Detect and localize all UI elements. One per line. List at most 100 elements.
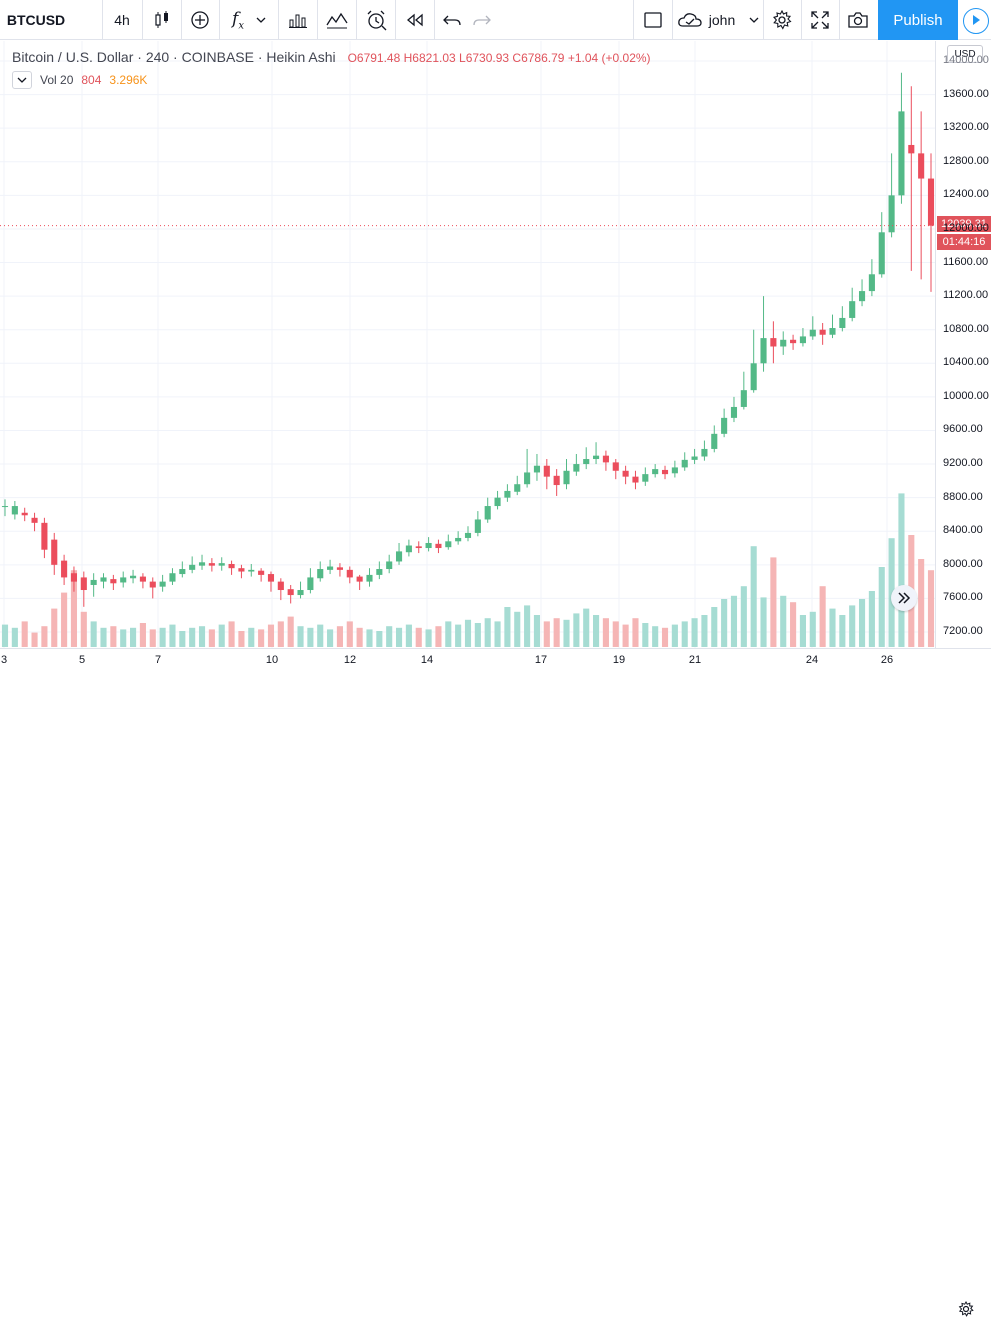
candle (514, 475, 521, 496)
last-price-tag: 12039.31 (937, 216, 991, 232)
candle (799, 328, 806, 347)
candle (317, 561, 324, 582)
volume-bar (120, 629, 127, 647)
layout-button[interactable] (636, 0, 670, 40)
volume-bar (405, 624, 412, 647)
price-axis[interactable]: USD 12039.31 01:44:16 14000.00 13600.00 13… (935, 41, 991, 648)
double-chevron-right-icon (898, 592, 911, 604)
fullscreen-button[interactable] (803, 0, 837, 40)
price-tick-label: 7200.00 (943, 625, 983, 637)
interval-button[interactable]: 4h (104, 0, 140, 40)
publish-button[interactable]: Publish (878, 0, 958, 40)
candles (0, 72, 935, 607)
time-tick-label: 21 (688, 654, 702, 666)
candle-body (258, 570, 265, 575)
candle (228, 560, 235, 575)
symbol-search-button[interactable]: BTCUSD (0, 0, 72, 40)
play-circle (963, 8, 989, 34)
candle-body (346, 569, 353, 578)
candle (632, 470, 639, 490)
financials-button[interactable] (281, 0, 315, 40)
time-tick-label: 5 (78, 654, 86, 666)
volume-bar (740, 586, 747, 647)
time-axis[interactable]: 3 5 7 10 12 14 17 19 21 24 26 (0, 648, 991, 1317)
price-tick-label: 13200.00 (943, 121, 989, 134)
candle-body (661, 469, 669, 475)
templates-button[interactable] (320, 0, 354, 40)
chart-pane[interactable] (0, 41, 935, 648)
candle-body (711, 433, 718, 449)
time-tick-label: 12 (343, 654, 357, 666)
scroll-to-realtime-button[interactable] (891, 585, 917, 611)
candle-body (130, 575, 137, 579)
chart-style-button[interactable] (145, 0, 179, 40)
redo-button[interactable] (467, 0, 497, 40)
candle-body (730, 406, 738, 418)
volume-bar (691, 618, 698, 647)
user-menu-button[interactable]: john (675, 0, 761, 40)
chevron-down-icon (256, 17, 266, 23)
candle-body (839, 317, 846, 329)
candle (139, 573, 146, 589)
candle (336, 563, 343, 577)
candle (740, 371, 747, 410)
scale-settings-button[interactable] (956, 1298, 976, 1320)
candle (721, 408, 728, 438)
replay-play-button[interactable] (959, 0, 991, 40)
volume-bar (327, 629, 334, 647)
volume-bar (267, 624, 275, 647)
symbol-label: BTCUSD (6, 12, 66, 28)
price-tick-label: 11200.00 (943, 289, 989, 302)
undo-icon (443, 15, 461, 26)
volume-bar (356, 627, 363, 647)
volume-bar (858, 599, 866, 647)
volume-bar (208, 629, 215, 647)
candle-body (484, 506, 491, 520)
legend-ohlc: O6791.48 H6821.03 L6730.93 C6786.79 +1.0… (348, 51, 651, 65)
candle (90, 573, 97, 597)
candle (267, 571, 275, 592)
settings-button[interactable] (765, 0, 799, 40)
candle-body (612, 462, 619, 471)
snapshot-button[interactable] (841, 0, 875, 40)
candle-body (504, 490, 511, 498)
volume-bar (514, 611, 521, 647)
templates-icon (326, 12, 348, 29)
undo-button[interactable] (437, 0, 467, 40)
volume-bar (721, 599, 728, 647)
candle (612, 459, 619, 480)
volume-bar (868, 591, 875, 647)
volume-bar (839, 615, 846, 647)
candle (248, 563, 255, 577)
candle-body (277, 581, 284, 591)
alert-button[interactable] (359, 0, 393, 40)
candle (238, 564, 245, 579)
collapse-legend-button[interactable] (12, 71, 32, 89)
candle-body (740, 390, 747, 407)
candle-body (474, 519, 481, 533)
volume-bar (238, 631, 245, 647)
replay-button[interactable] (398, 0, 432, 40)
candle (494, 490, 501, 510)
candle-body (652, 469, 659, 475)
candle-body (287, 589, 294, 596)
candle-body (622, 470, 629, 477)
volume-bar (524, 605, 531, 647)
indicators-button[interactable]: fx (222, 0, 276, 40)
volume-bar (297, 626, 304, 647)
volume-bar (563, 619, 570, 647)
volume-bar (179, 631, 186, 647)
candle (287, 584, 294, 604)
candle (179, 561, 186, 578)
volume-bar (829, 608, 836, 647)
time-tick-label: 24 (805, 654, 819, 666)
chevron-down-icon (749, 17, 759, 23)
volume-bar (1, 624, 9, 647)
candle-body (267, 574, 275, 582)
currency-badge[interactable]: USD (947, 45, 983, 63)
candle-body (238, 568, 245, 572)
volume-bar (336, 626, 343, 647)
compare-button[interactable] (183, 0, 217, 40)
candle-body (780, 339, 787, 347)
volume-bar (760, 597, 767, 647)
